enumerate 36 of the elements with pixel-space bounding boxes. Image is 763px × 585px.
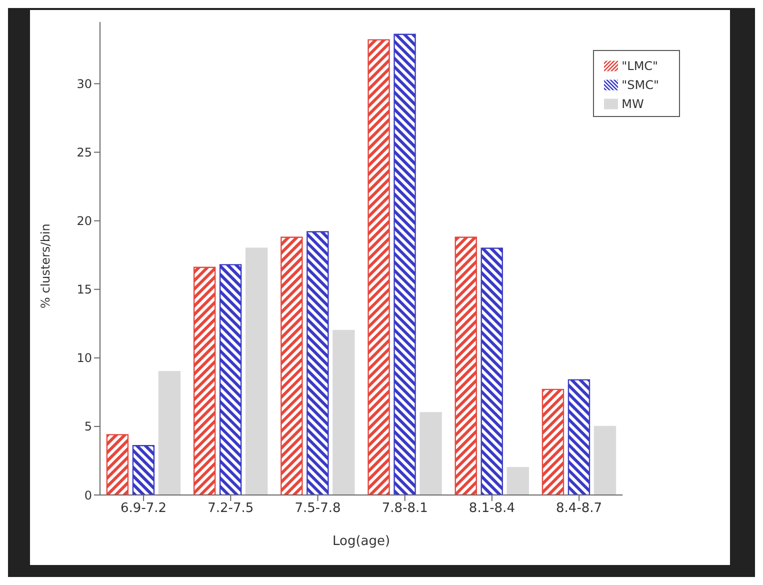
y-tick-label: 25 [76, 146, 92, 160]
y-axis-title: % clusters/bin [38, 224, 52, 308]
bar [420, 412, 442, 495]
x-tick-label: 8.4-8.7 [556, 501, 602, 516]
bar [454, 236, 477, 495]
x-tick-label: 6.9-7.2 [120, 501, 167, 516]
bar [542, 388, 564, 495]
bar [506, 466, 529, 495]
bar [594, 426, 616, 495]
bar [394, 34, 416, 495]
bar [368, 39, 390, 495]
x-axis-title: Log(age) [332, 534, 390, 549]
y-tick-label: 10 [76, 351, 92, 366]
x-tick-label: 7.8-8.1 [382, 501, 428, 516]
bar [332, 330, 355, 495]
bar [568, 379, 590, 495]
bar [219, 264, 242, 495]
y-tick-label: 30 [76, 76, 92, 91]
x-tick-label: 7.2-7.5 [208, 501, 254, 516]
bar [106, 434, 129, 495]
legend-label: "LMC" [622, 59, 658, 73]
bar [132, 445, 155, 495]
y-tick-label: 20 [76, 214, 92, 228]
legend-label: "SMC" [622, 78, 659, 92]
legend-label: MW [622, 97, 644, 111]
bar [306, 231, 329, 495]
bar [158, 371, 181, 495]
y-tick-label: 15 [76, 282, 92, 297]
x-tick-label: 8.1-8.4 [468, 501, 515, 516]
bar [245, 248, 268, 495]
y-tick-label: 5 [84, 420, 92, 434]
y-tick-label: 0 [84, 488, 92, 502]
bar [480, 248, 503, 495]
bar [280, 236, 303, 495]
bar [193, 266, 216, 495]
x-tick-label: 7.5-7.8 [294, 501, 341, 516]
